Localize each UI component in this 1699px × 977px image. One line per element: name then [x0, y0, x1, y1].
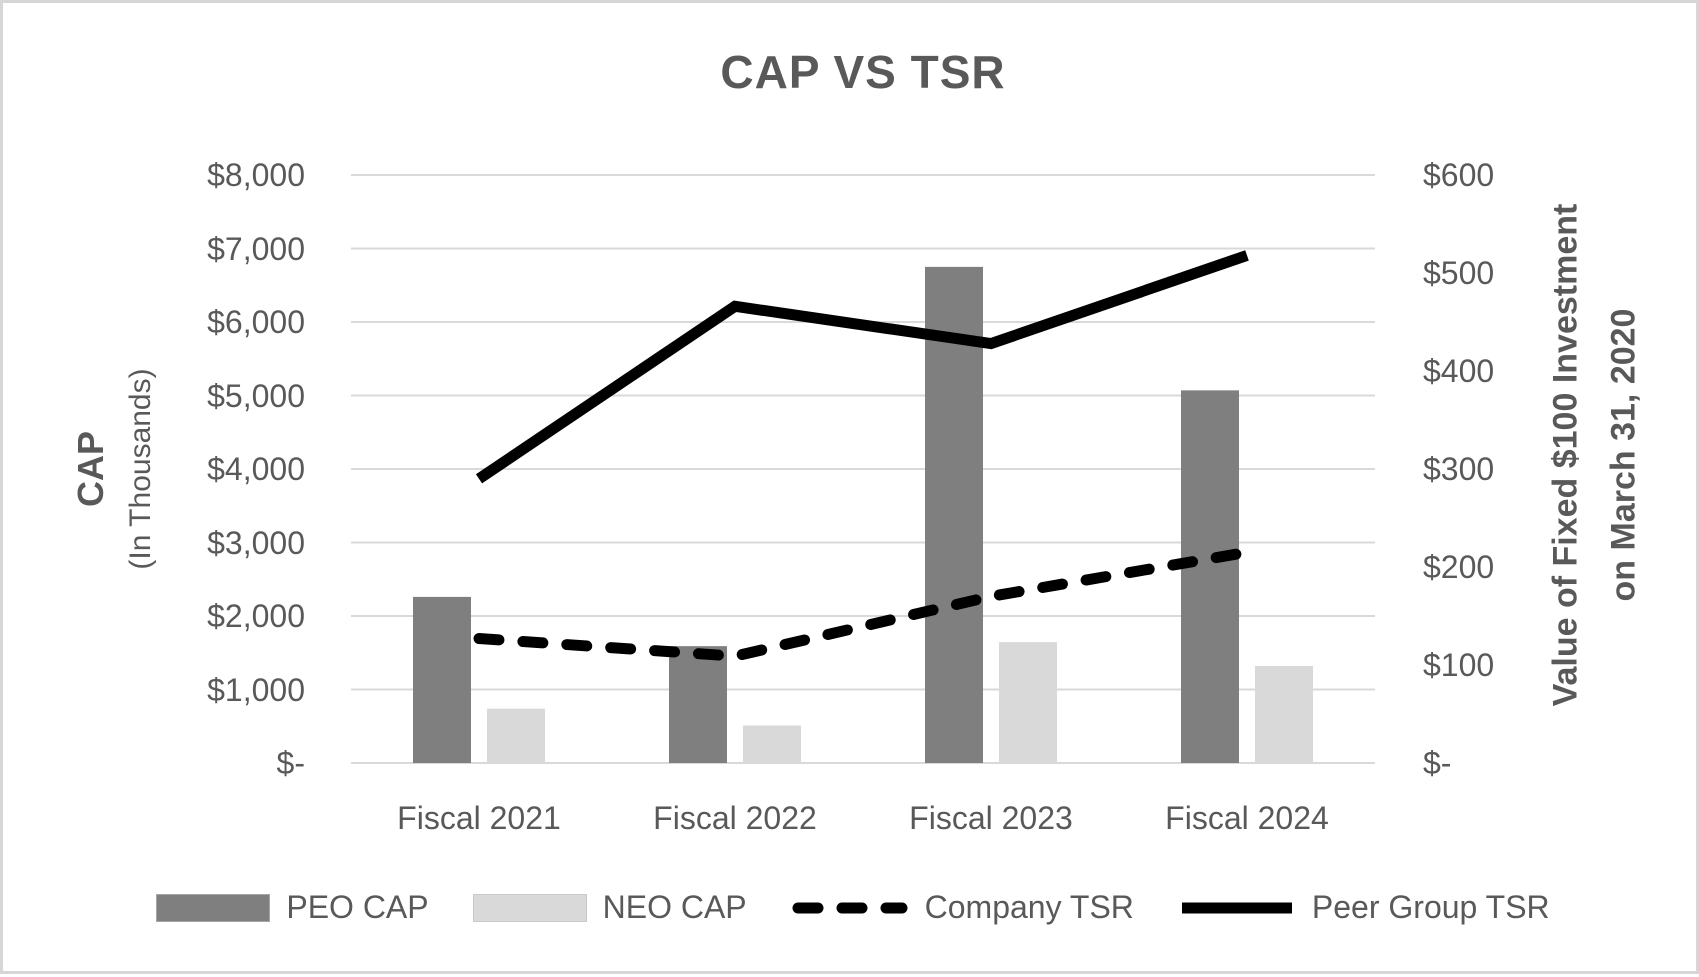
bar-neo-cap — [999, 642, 1057, 763]
neo-cap-swatch-icon — [472, 893, 587, 922]
bar-peo-cap — [1181, 390, 1239, 763]
bar-peo-cap — [413, 596, 471, 763]
x-axis-label: Fiscal 2024 — [1165, 800, 1329, 836]
left-axis-tick-label: $8,000 — [207, 157, 305, 193]
legend: PEO CAP NEO CAP Company TSR Peer Group T… — [123, 889, 1583, 926]
right-axis-tick-label: $500 — [1423, 255, 1495, 291]
x-axis-label: Fiscal 2022 — [653, 800, 817, 836]
left-axis-tick-label: $1,000 — [207, 671, 305, 708]
left-axis-title: CAP — [70, 430, 111, 508]
left-axis-tick-label: $6,000 — [207, 304, 305, 340]
legend-label-company-tsr: Company TSR — [924, 889, 1134, 925]
legend-label-neo-cap: NEO CAP — [602, 889, 747, 925]
legend-label-peer-group-tsr: Peer Group TSR — [1311, 889, 1550, 925]
bar-neo-cap — [487, 708, 545, 763]
peer-group-tsr-line — [475, 250, 1249, 484]
bar-neo-cap — [743, 725, 801, 763]
left-axis-subtitle: (In Thousands) — [124, 368, 157, 570]
legend-item-peer-group-tsr: Peer Group TSR — [1178, 889, 1550, 926]
left-axis-tick-label: $4,000 — [207, 451, 305, 487]
right-axis-tick-label: $300 — [1423, 451, 1495, 487]
left-axis-tick-label: $7,000 — [207, 230, 305, 267]
right-axis-tick-label: $600 — [1423, 157, 1495, 193]
right-axis-tick-label: $100 — [1423, 647, 1495, 683]
bar-peo-cap — [925, 266, 983, 763]
solid-line-icon — [1181, 902, 1292, 913]
left-axis-tick-label: $2,000 — [207, 598, 305, 634]
legend-item-company-tsr: Company TSR — [791, 889, 1134, 926]
peo-cap-swatch-icon — [156, 893, 271, 922]
legend-item-neo-cap: NEO CAP — [472, 889, 747, 926]
right-axis-tick-label: $400 — [1423, 353, 1495, 389]
left-axis-tick-label: $3,000 — [207, 524, 305, 561]
right-axis-title-line2: on March 31, 2020 — [1604, 308, 1643, 602]
left-axis-tick-label: $- — [276, 745, 305, 781]
legend-item-peo-cap: PEO CAP — [156, 889, 429, 926]
x-axis-label: Fiscal 2021 — [397, 800, 561, 836]
right-axis-title-line1: Value of Fixed $100 Investment — [1546, 203, 1585, 707]
legend-label-peo-cap: PEO CAP — [286, 889, 429, 925]
bar-peo-cap — [669, 646, 727, 763]
right-axis-tick-label: $200 — [1423, 549, 1495, 585]
right-axis-tick-label: $- — [1423, 745, 1452, 781]
company-tsr-line — [473, 546, 1253, 662]
dashed-line-icon — [792, 902, 908, 913]
plot-area — [351, 174, 1375, 764]
left-axis-tick-label: $5,000 — [207, 377, 305, 414]
x-axis-label: Fiscal 2023 — [909, 800, 1073, 836]
chart-title: CAP VS TSR — [720, 46, 1006, 98]
bar-neo-cap — [1255, 665, 1313, 763]
